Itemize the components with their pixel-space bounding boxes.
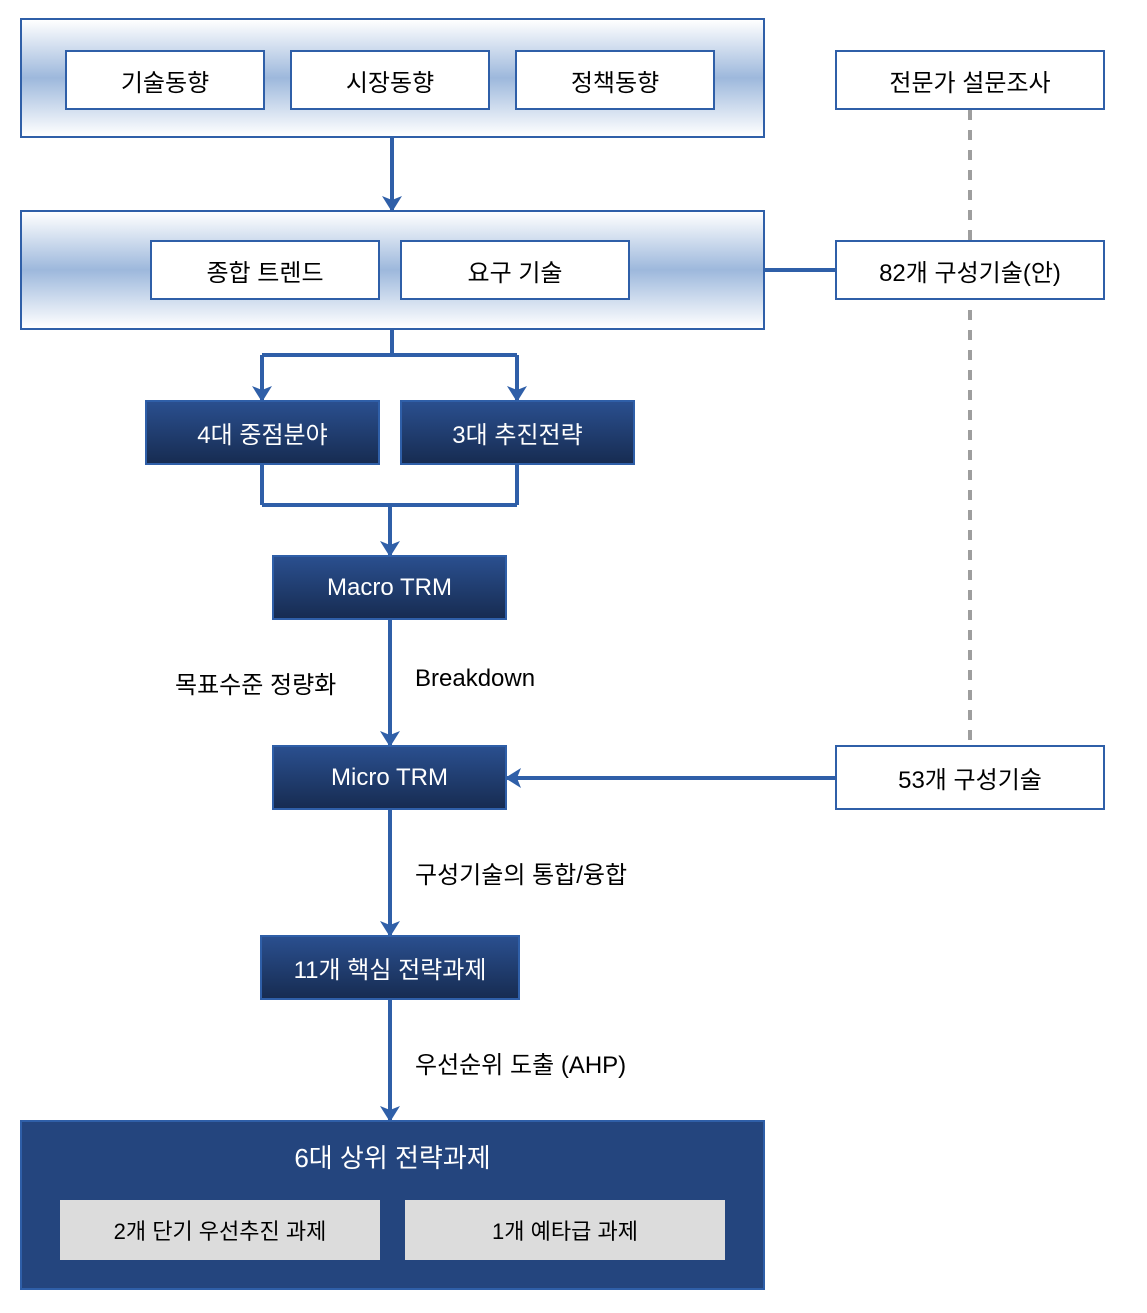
- node-label-macro_trm: Macro TRM: [327, 574, 452, 602]
- node-tech_trend: 기술동향: [65, 50, 265, 110]
- node-label-two_short: 2개 단기 우선추진 과제: [114, 1214, 327, 1246]
- node-market_trend: 시장동향: [290, 50, 490, 110]
- flowchart-canvas: 기술동향 시장동향 정책동향 전문가 설문조사종합 트렌드 요구 기술 82개 구성기술(…: [0, 0, 1147, 1313]
- edge-label-3: 우선순위 도출 (AHP): [415, 1045, 626, 1080]
- edge-label-2: 구성기술의 통합/융합: [415, 855, 627, 890]
- node-label-four_focus: 4대 중점분야: [197, 415, 327, 450]
- node-label-eleven_core: 11개 핵심 전략과제: [294, 950, 487, 985]
- node-policy_trend: 정책동향: [515, 50, 715, 110]
- node-label-six_top: 6대 상위 전략과제: [294, 1138, 490, 1175]
- node-label-one_big: 1개 예타급 과제: [492, 1214, 638, 1246]
- node-micro_trm: Micro TRM: [272, 745, 507, 810]
- node-label-tech_trend: 기술동향: [121, 63, 209, 98]
- node-eleven_core: 11개 핵심 전략과제: [260, 935, 520, 1000]
- node-overall_trend: 종합 트렌드: [150, 240, 380, 300]
- node-expert_survey: 전문가 설문조사: [835, 50, 1105, 110]
- node-label-req_tech: 요구 기술: [468, 253, 563, 288]
- node-two_short: 2개 단기 우선추진 과제: [60, 1200, 380, 1260]
- node-label-expert_survey: 전문가 설문조사: [889, 63, 1050, 98]
- node-macro_trm: Macro TRM: [272, 555, 507, 620]
- node-six_top: 6대 상위 전략과제: [20, 1132, 765, 1180]
- node-panel_mid: [20, 210, 765, 330]
- edge-label-1: Breakdown: [415, 665, 535, 693]
- node-label-overall_trend: 종합 트렌드: [206, 253, 323, 288]
- node-three_strat: 3대 추진전략: [400, 400, 635, 465]
- node-label-market_trend: 시장동향: [346, 63, 434, 98]
- edge-label-0: 목표수준 정량화: [175, 665, 336, 700]
- node-label-three_strat: 3대 추진전략: [452, 415, 582, 450]
- node-label-82_tech: 82개 구성기술(안): [879, 253, 1061, 288]
- node-label-micro_trm: Micro TRM: [331, 764, 448, 792]
- node-req_tech: 요구 기술: [400, 240, 630, 300]
- node-one_big: 1개 예타급 과제: [405, 1200, 725, 1260]
- node-label-53_tech: 53개 구성기술: [898, 760, 1042, 795]
- node-53_tech: 53개 구성기술: [835, 745, 1105, 810]
- node-four_focus: 4대 중점분야: [145, 400, 380, 465]
- node-label-policy_trend: 정책동향: [571, 63, 659, 98]
- node-82_tech: 82개 구성기술(안): [835, 240, 1105, 300]
